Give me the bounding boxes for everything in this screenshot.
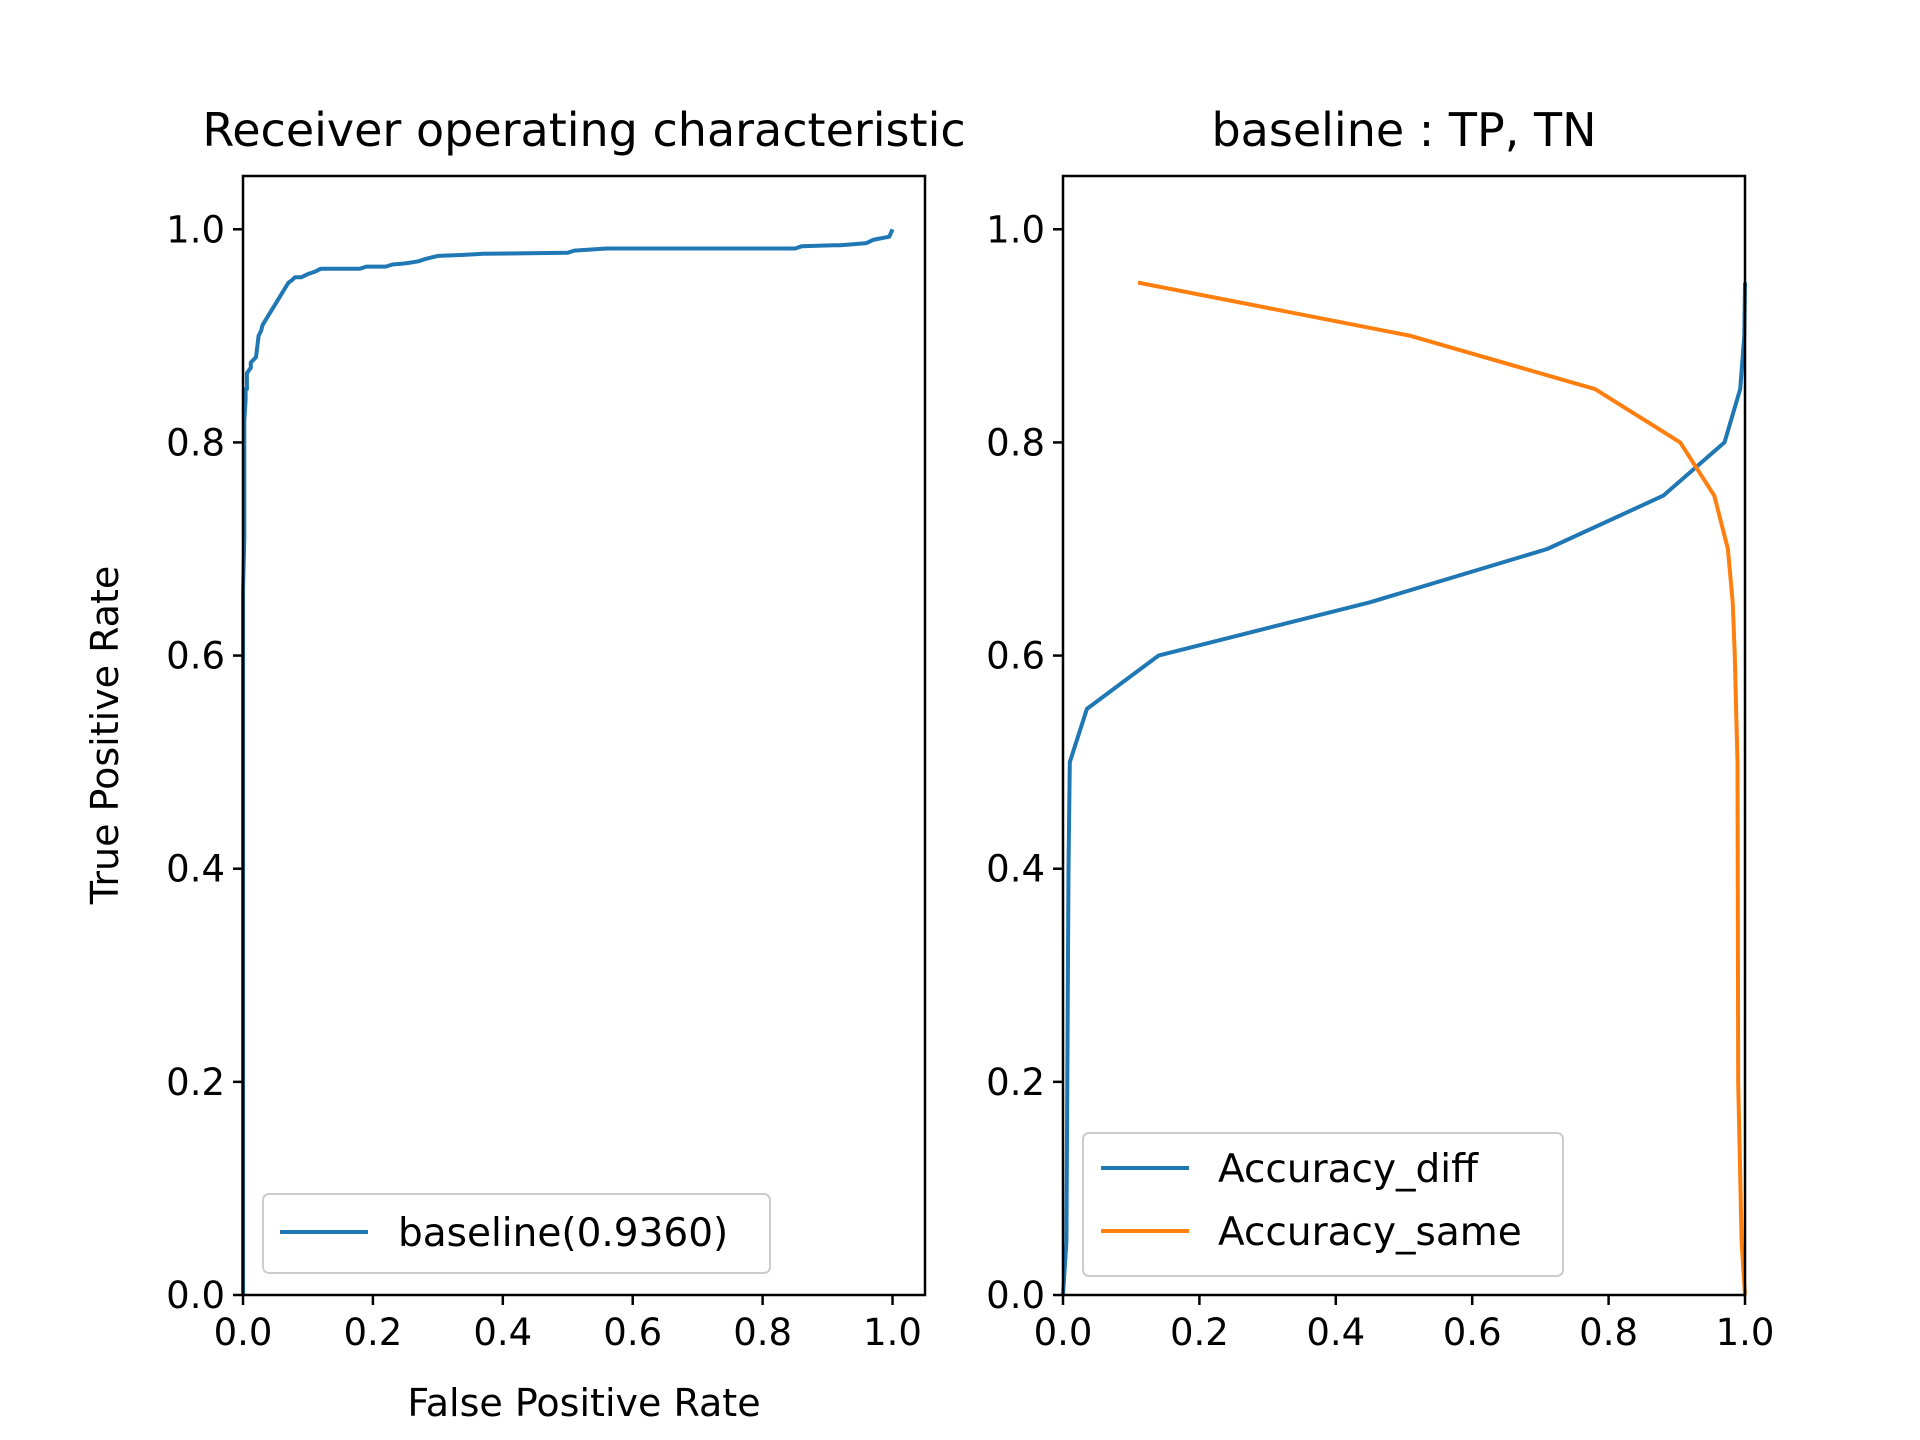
roc-series-group [241,228,895,1295]
tptn-title: baseline : TP, TN [1211,103,1596,157]
roc-ytick-label: 0.0 [166,1274,225,1317]
roc-ytick-label: 0.6 [166,635,225,678]
roc-legend-box [262,1193,771,1274]
roc-ytick-label: 0.2 [166,1061,225,1104]
tptn-legend: Accuracy_diff Accuracy_same [1082,1132,1564,1277]
tptn-xtick-label: 0.6 [1443,1311,1502,1354]
tptn-series-group [1061,280,1747,1296]
tptn-ytick-label: 1.0 [986,208,1045,251]
tptn-series-line-0 [1061,282,1747,1296]
roc-title: Receiver operating characteristic [202,103,965,157]
roc-panel: Receiver operating characteristic 0.0 0.2… [83,103,966,1425]
tptn-ticks-group: 0.0 0.2 0.4 0.6 0.8 1.0 0.0 0.2 0.4 0.6 0.8 1.0 [986,208,1774,1354]
roc-xtick-label: 0.6 [603,1311,662,1354]
roc-legend: baseline(0.9360) [262,1193,771,1274]
tptn-xtick-label: 1.0 [1716,1311,1775,1354]
tptn-legend-label-same: Accuracy_same [1218,1210,1522,1255]
tptn-ytick-label: 0.8 [986,421,1045,464]
roc-xlabel: False Positive Rate [407,1381,760,1425]
tptn-ytick-label: 0.4 [986,848,1045,891]
tptn-ytick-label: 0.2 [986,1061,1045,1104]
roc-xtick-label: 0.2 [343,1311,402,1354]
tptn-ytick-label: 0.0 [986,1274,1045,1317]
roc-xtick-label: 1.0 [863,1311,922,1354]
roc-ytick-label: 0.8 [166,421,225,464]
tptn-legend-box [1082,1132,1564,1277]
roc-series-line-0 [241,228,895,1295]
roc-ticks-group: 0.0 0.2 0.4 0.6 0.8 1.0 0.0 0.2 0.4 0.6 0.8 1.0 [166,208,922,1354]
roc-xtick-label: 0.8 [733,1311,792,1354]
tptn-xtick-label: 0.2 [1170,1311,1229,1354]
tptn-plot-frame [1061,174,1747,1297]
roc-ytick-label: 0.4 [166,848,225,891]
roc-xtick-label: 0.0 [214,1311,273,1354]
tptn-panel: baseline : TP, TN 0.0 0.2 0.4 0.6 0.8 1.00.00… [986,103,1774,1354]
tptn-legend-label-diff: Accuracy_diff [1218,1147,1479,1192]
tptn-series-line-1 [1137,280,1747,1296]
tptn-xtick-label: 0.0 [1034,1311,1093,1354]
roc-ylabel: True Positive Rate [83,566,127,906]
roc-xtick-label: 0.4 [473,1311,532,1354]
tptn-ytick-label: 0.6 [986,635,1045,678]
tptn-xtick-label: 0.8 [1579,1311,1638,1354]
roc-plot-frame [241,174,927,1297]
roc-legend-label: baseline(0.9360) [398,1211,728,1256]
tptn-xtick-label: 0.4 [1306,1311,1365,1354]
roc-ytick-label: 1.0 [166,208,225,251]
